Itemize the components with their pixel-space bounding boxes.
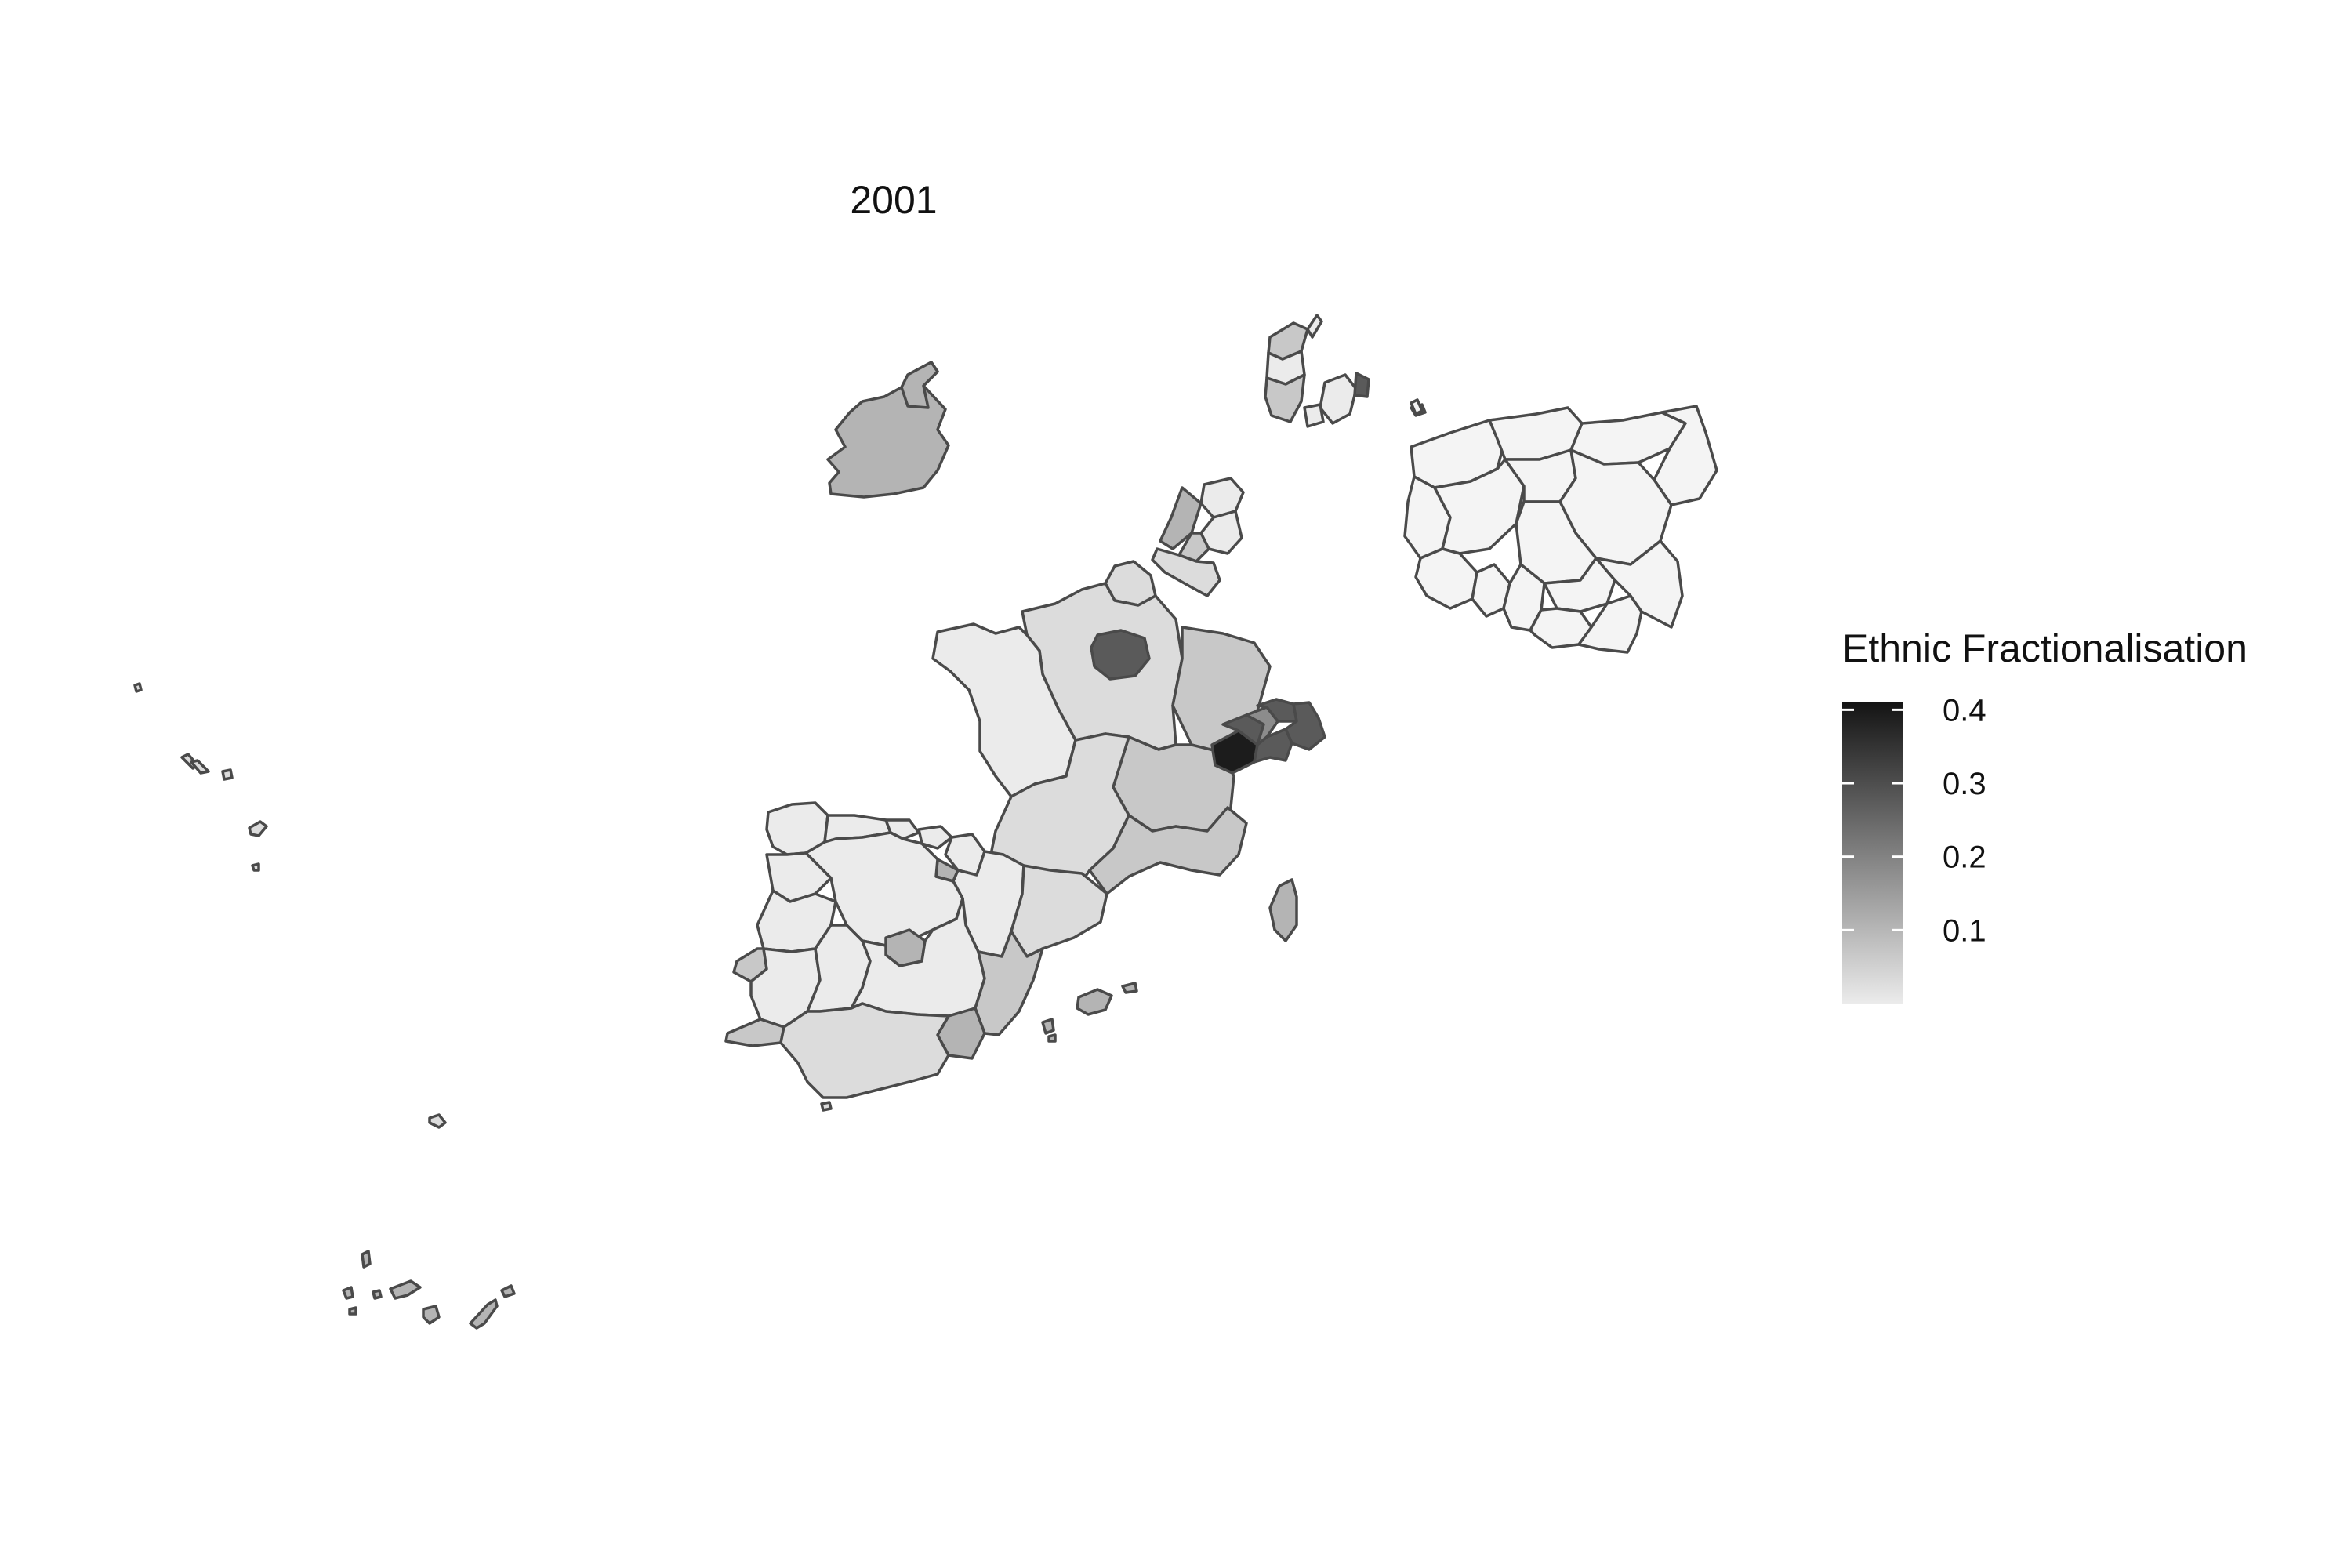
region-spain-baleares-menorca — [1121, 982, 1138, 994]
legend-tick-label: 0.2 — [1943, 840, 1986, 875]
region-spain-baleares-ibiza — [1041, 1018, 1055, 1035]
map-title: 2001 — [850, 178, 937, 222]
region-canarias-la-gomera — [372, 1289, 383, 1300]
region-canarias-lanzarote-east — [500, 1284, 516, 1298]
region-france-corse — [1268, 878, 1298, 942]
ireland — [826, 361, 950, 499]
region-poland-podkarpackie — [1577, 594, 1643, 654]
region-azores-santa-maria — [251, 862, 260, 872]
switzerland — [1210, 698, 1326, 775]
denmark — [1264, 314, 1427, 428]
region-france-mediterranee — [1088, 806, 1248, 895]
region-azores-central-2 — [190, 759, 210, 775]
region-azores-terceira — [221, 768, 234, 781]
region-poland-kaliningrad-edge — [1410, 398, 1424, 416]
region-poland-podlaskie — [1653, 405, 1718, 506]
region-ireland — [826, 361, 950, 499]
region-spain-baleares-formentera — [1047, 1033, 1057, 1043]
region-canarias-fuerteventura — [469, 1298, 499, 1330]
legend-tick-label: 0.4 — [1943, 693, 1986, 728]
region-canarias-la-palma — [342, 1286, 354, 1300]
region-netherlands-south — [1151, 547, 1221, 597]
region-canarias-lanzarote — [361, 1250, 372, 1269]
legend: Ethnic Fractionalisation 0.1 0.2 0.3 0.4 — [1842, 626, 2248, 1004]
legend-title: Ethnic Fractionalisation — [1842, 626, 2248, 670]
region-denmark-zealand — [1319, 373, 1358, 425]
region-poland-dolnoslaskie — [1414, 547, 1478, 610]
legend-ticks: 0.1 0.2 0.3 0.4 — [1842, 693, 1986, 948]
region-spain-ceuta — [820, 1101, 833, 1112]
region-spain-andalucia — [779, 1002, 950, 1099]
region-denmark-south — [1264, 373, 1306, 423]
region-spain-cataluna — [1010, 864, 1108, 958]
region-switzerland-east — [1284, 701, 1326, 751]
region-madeira — [428, 1113, 447, 1129]
region-switzerland-ticino — [1253, 728, 1293, 764]
atlantic-islands — [133, 682, 516, 1330]
region-canarias-el-hierro — [348, 1306, 357, 1316]
region-spain-pais-vasco — [917, 825, 953, 850]
iberia — [724, 801, 1138, 1112]
region-france-ile-de-france — [1090, 629, 1151, 681]
poland — [1403, 398, 1718, 654]
region-denmark-northern-tip — [1306, 314, 1323, 339]
region-azores-corvo — [133, 682, 143, 693]
netherlands — [1151, 477, 1245, 597]
region-denmark-funen — [1303, 403, 1325, 428]
region-spain-baleares-mallorca — [1076, 988, 1113, 1016]
region-ireland-north — [900, 361, 939, 409]
region-poland-lubelskie — [1595, 539, 1684, 629]
region-netherlands-centre — [1177, 532, 1210, 563]
france — [931, 560, 1298, 942]
region-canarias-tenerife — [389, 1279, 422, 1300]
legend-colorbar — [1842, 702, 1903, 1004]
legend-tick-label: 0.3 — [1943, 767, 1986, 801]
region-canarias-gran-canaria — [422, 1305, 441, 1325]
region-portugal-algarve — [724, 1018, 785, 1047]
region-spain-valencia — [974, 930, 1044, 1036]
legend-tick-label: 0.1 — [1943, 913, 1986, 948]
region-denmark-capital — [1353, 372, 1370, 398]
region-azores-sao-miguel — [248, 820, 268, 837]
